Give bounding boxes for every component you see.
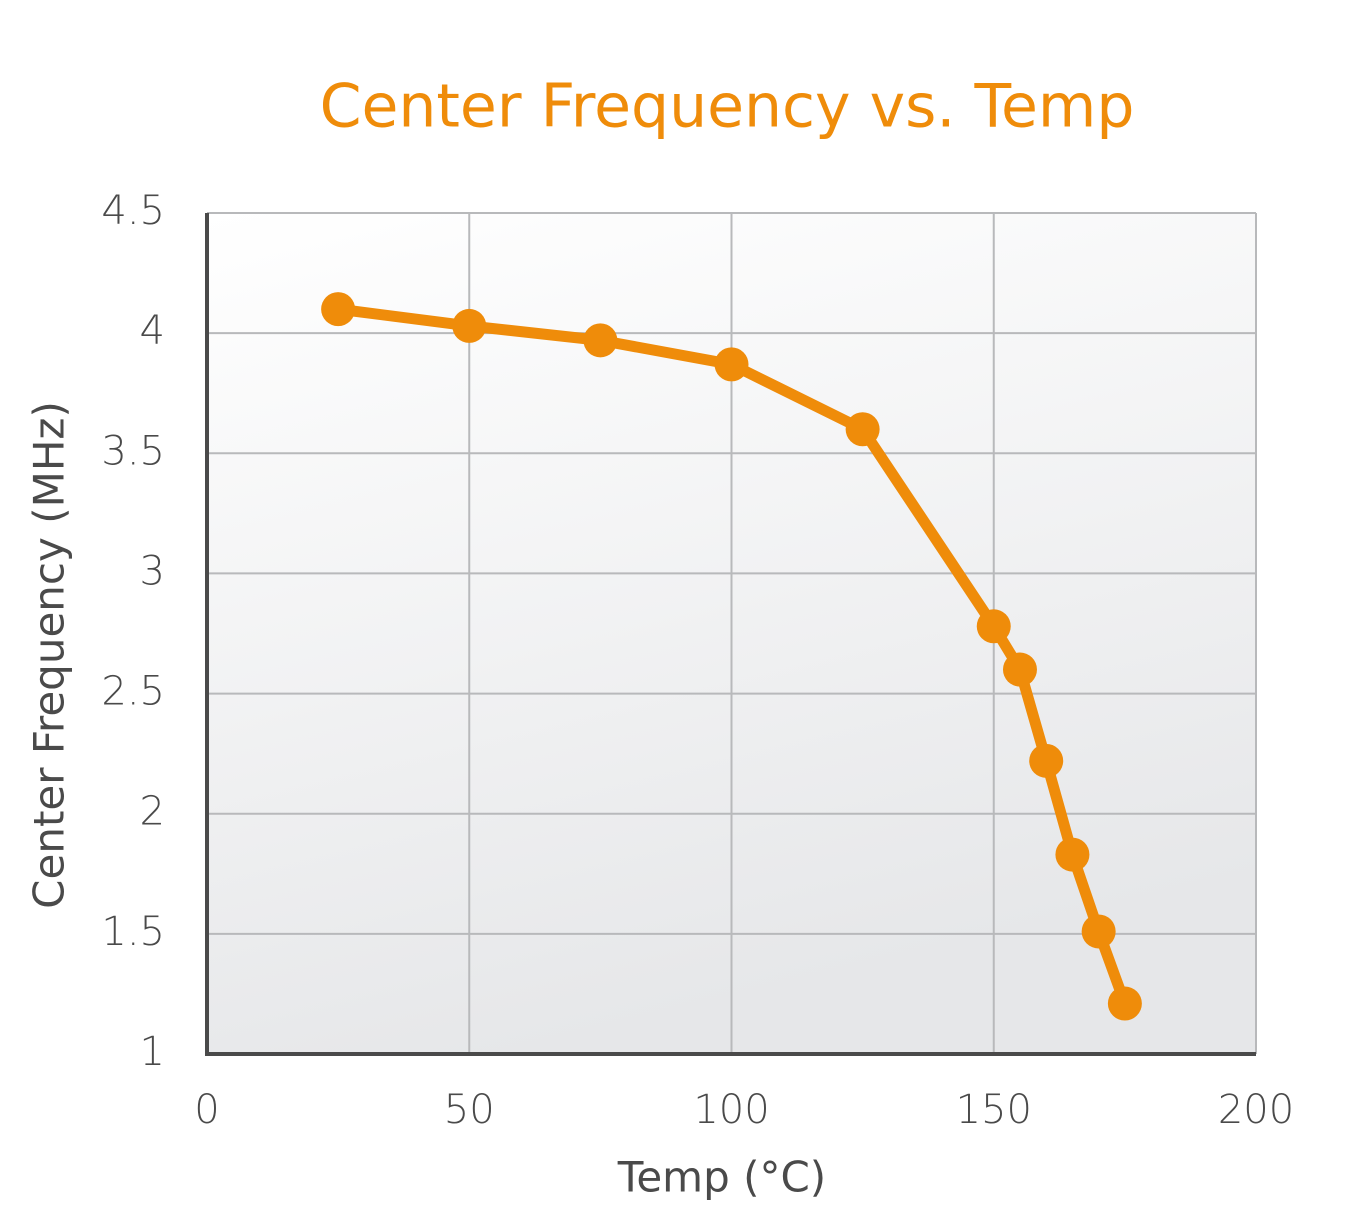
data-point	[1081, 914, 1116, 949]
y-tick-label: 2	[140, 789, 165, 835]
y-tick-label: 3	[140, 548, 165, 594]
y-tick-label: 3.5	[101, 428, 165, 474]
x-tick-label: 200	[1218, 1087, 1294, 1133]
data-point	[1002, 652, 1037, 687]
x-tick-label: 0	[194, 1087, 219, 1133]
y-tick-label: 1.5	[101, 909, 165, 955]
x-tick-label: 100	[693, 1087, 769, 1133]
data-point	[1029, 743, 1064, 778]
data-point	[583, 323, 618, 358]
data-point	[845, 412, 880, 447]
y-tick-label: 4	[140, 308, 165, 354]
data-point	[714, 347, 749, 382]
y-tick-label: 2.5	[101, 669, 165, 715]
x-axis-title: Temp (°C)	[617, 1153, 826, 1202]
data-point	[1107, 986, 1142, 1021]
data-point	[452, 308, 487, 343]
data-point	[1055, 837, 1090, 872]
data-point	[976, 609, 1011, 644]
y-axis-title: Center Frequency (MHz)	[25, 401, 74, 909]
y-tick-label: 4.5	[101, 188, 165, 234]
data-point	[321, 292, 356, 327]
x-tick-label: 150	[956, 1087, 1032, 1133]
chart-title: Center Frequency vs. Temp	[320, 72, 1135, 142]
y-tick-label: 1	[140, 1029, 165, 1075]
x-tick-label: 50	[444, 1087, 495, 1133]
